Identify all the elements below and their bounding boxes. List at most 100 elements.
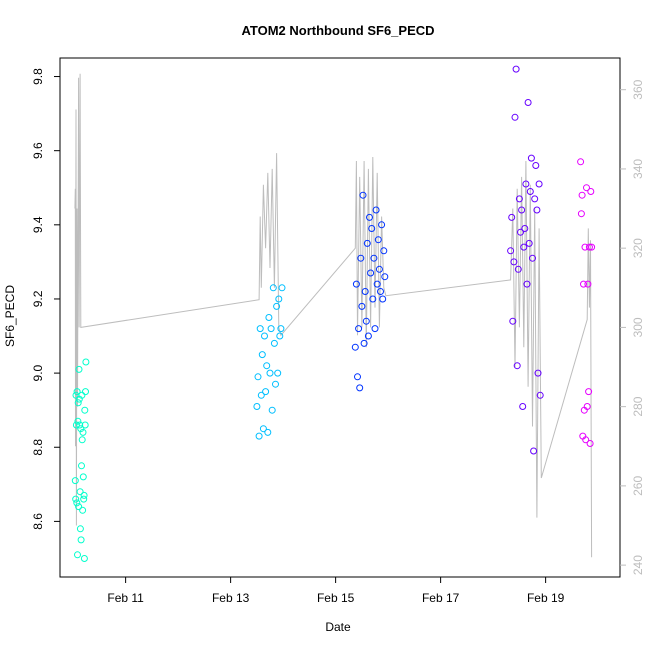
data-point: [356, 384, 364, 392]
y2-line: [74, 73, 593, 558]
data-point: [262, 388, 270, 396]
data-point: [80, 555, 88, 562]
data-point: [585, 243, 593, 251]
y2-tick-label: 360: [631, 79, 645, 99]
data-point: [266, 369, 274, 377]
data-point: [510, 258, 518, 266]
data-point: [274, 369, 282, 377]
data-point: [588, 243, 596, 251]
data-point: [381, 273, 389, 281]
data-point: [515, 195, 523, 203]
data-point: [519, 403, 527, 410]
data-point: [374, 236, 382, 244]
data-point: [79, 506, 87, 514]
data-point: [375, 265, 383, 273]
y2-tick-label: 260: [631, 476, 645, 496]
data-point: [535, 180, 543, 188]
data-point: [581, 243, 589, 251]
data-point: [254, 373, 262, 381]
data-point: [77, 425, 85, 433]
data-point: [523, 280, 531, 288]
data-point: [74, 399, 82, 407]
data-point: [368, 225, 376, 232]
data-point: [508, 213, 516, 221]
data-point: [583, 184, 590, 192]
data-point: [359, 191, 367, 199]
x-tick-label: Feb 19: [527, 591, 565, 605]
data-point: [522, 180, 530, 188]
data-point: [263, 362, 271, 370]
data-point: [366, 213, 373, 221]
x-tick-label: Feb 13: [212, 591, 250, 605]
data-point: [268, 406, 276, 414]
data-point: [264, 428, 272, 436]
y-axis-label: SF6_PECD: [3, 285, 17, 347]
data-point: [73, 388, 81, 396]
data-point: [273, 302, 281, 310]
data-point: [80, 491, 88, 499]
chart-title: ATOM2 Northbound SF6_PECD: [241, 23, 434, 38]
data-point: [74, 551, 81, 559]
plot-area: Feb 11 Feb 13 Feb 15 Feb 17 Feb 19 8.6 8.8 9.0 9…: [31, 57, 645, 605]
data-point: [75, 365, 83, 373]
data-point: [354, 373, 361, 381]
y-tick-label: 9.0: [31, 364, 45, 381]
data-point: [370, 254, 378, 262]
data-point: [76, 525, 84, 533]
x-tick-label: Feb 15: [317, 591, 355, 605]
data-point: [81, 406, 89, 414]
data-point: [360, 339, 368, 347]
data-point: [79, 428, 87, 436]
data-point: [373, 280, 381, 288]
y-tick-label: 8.6: [31, 513, 45, 530]
data-point: [72, 421, 80, 429]
data-point: [514, 265, 522, 273]
data-point: [529, 254, 536, 262]
data-point: [378, 221, 386, 229]
data-point: [256, 325, 264, 333]
data-point: [513, 362, 521, 370]
data-point: [533, 206, 541, 214]
data-point: [520, 243, 528, 251]
data-point: [584, 280, 592, 288]
data-point: [79, 473, 87, 481]
data-point: [534, 369, 542, 377]
data-point: [367, 269, 375, 277]
data-point: [521, 225, 529, 232]
data-point: [78, 391, 86, 399]
data-point: [71, 477, 79, 485]
data-point: [261, 332, 268, 340]
data-point: [278, 284, 286, 292]
data-point: [258, 351, 266, 359]
data-point: [580, 280, 587, 288]
data-point: [277, 325, 285, 333]
y-tick-label: 9.6: [31, 142, 45, 159]
data-point: [361, 288, 369, 295]
data-point: [75, 503, 83, 511]
data-point: [527, 154, 535, 162]
data-point: [77, 536, 85, 544]
data-point: [577, 158, 585, 166]
data-point: [267, 325, 275, 333]
data-point: [81, 421, 89, 429]
y-tick-label: 8.8: [31, 439, 45, 456]
data-point: [358, 302, 366, 310]
data-point: [265, 314, 273, 321]
data-point: [82, 358, 90, 366]
data-point: [536, 391, 544, 399]
data-point: [531, 195, 539, 203]
data-point: [363, 239, 371, 247]
x-tick-label: Feb 17: [422, 591, 460, 605]
data-point: [351, 343, 359, 351]
data-point: [509, 317, 517, 325]
data-point: [507, 247, 515, 255]
x-axis-label: Date: [325, 620, 351, 634]
plot-frame: [59, 57, 621, 578]
data-point: [377, 288, 384, 295]
data-point: [275, 295, 283, 303]
data-point: [530, 447, 538, 455]
x-tick-label: Feb 11: [107, 591, 144, 605]
y-tick-label: 9.8: [31, 68, 45, 85]
